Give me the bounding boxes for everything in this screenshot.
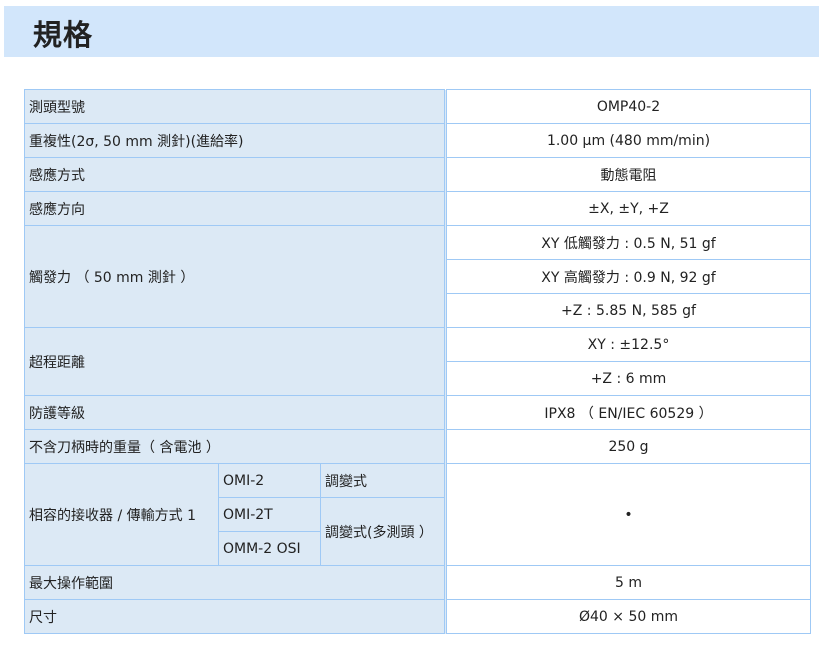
- spec-label: 超程距離: [24, 327, 446, 396]
- page-title: 規格: [33, 18, 94, 52]
- spec-value: OMP40-2: [444, 89, 811, 124]
- spec-value: 5 m: [444, 565, 811, 600]
- transmission-mode: 調變式(多測頭 ）: [320, 497, 446, 566]
- spec-label: 尺寸: [24, 599, 446, 634]
- spec-value: Ø40 × 50 mm: [444, 599, 811, 634]
- table-row: 重複性(2σ, 50 mm 測針)(進給率) 1.00 µm (480 mm/m…: [24, 123, 811, 158]
- spec-value: ±X, ±Y, +Z: [444, 191, 811, 226]
- spec-value: •: [444, 463, 811, 566]
- table-row: OMI-2T 調變式(多測頭 ）: [25, 497, 811, 566]
- spec-value: IPX8 （ EN/IEC 60529 ）: [444, 395, 811, 430]
- receiver-name: OMI-2T: [218, 497, 321, 532]
- table-row: XY 高觸發力 : 0.9 N, 92 gf: [25, 259, 811, 294]
- table-row: 感應方式 動態電阻: [24, 157, 811, 192]
- spec-value: XY 低觸發力 : 0.5 N, 51 gf: [444, 225, 811, 260]
- spec-table: 測頭型號 OMP40-2 重複性(2σ, 50 mm 測針)(進給率) 1.00…: [24, 89, 811, 634]
- table-row: 相容的接收器 / 傳輸方式 1 OMI-2 調變式 •: [24, 463, 811, 566]
- table-row: 最大操作範圍 5 m: [24, 565, 811, 600]
- section-header: 規格: [4, 6, 819, 57]
- spec-label: 測頭型號: [24, 89, 446, 124]
- table-row: +Z : 5.85 N, 585 gf: [25, 293, 811, 328]
- table-row: 尺寸 Ø40 × 50 mm: [24, 599, 811, 634]
- spec-label: 重複性(2σ, 50 mm 測針)(進給率): [24, 123, 446, 158]
- spec-label: 不含刀柄時的重量（ 含電池 ）: [24, 429, 446, 464]
- table-row: 觸發力 （ 50 mm 測針 ） XY 低觸發力 : 0.5 N, 51 gf: [24, 225, 811, 328]
- spec-value: 1.00 µm (480 mm/min): [444, 123, 811, 158]
- table-row: 測頭型號 OMP40-2: [24, 89, 811, 124]
- table-row: 不含刀柄時的重量（ 含電池 ） 250 g: [24, 429, 811, 464]
- table-row: 超程距離 XY : ±12.5°: [24, 327, 811, 396]
- table-row: OMM-2 OSI: [25, 531, 811, 566]
- spec-label: 相容的接收器 / 傳輸方式 1: [24, 463, 219, 566]
- transmission-mode: 調變式: [320, 463, 446, 498]
- spec-value: +Z : 6 mm: [444, 361, 811, 396]
- spec-label: 防護等級: [24, 395, 446, 430]
- table-row: 感應方向 ±X, ±Y, +Z: [24, 191, 811, 226]
- spec-value: XY 高觸發力 : 0.9 N, 92 gf: [444, 259, 811, 294]
- spec-value: 250 g: [444, 429, 811, 464]
- spec-value: 動態電阻: [444, 157, 811, 192]
- receiver-name: OMM-2 OSI: [218, 531, 321, 566]
- spec-label: 感應方向: [24, 191, 446, 226]
- spec-label: 感應方式: [24, 157, 446, 192]
- spec-label: 觸發力 （ 50 mm 測針 ）: [24, 225, 446, 328]
- spec-label: 最大操作範圍: [24, 565, 446, 600]
- table-row: 防護等級 IPX8 （ EN/IEC 60529 ）: [24, 395, 811, 430]
- receiver-name: OMI-2: [218, 463, 321, 498]
- spec-value: XY : ±12.5°: [444, 327, 811, 362]
- spec-value: +Z : 5.85 N, 585 gf: [444, 293, 811, 328]
